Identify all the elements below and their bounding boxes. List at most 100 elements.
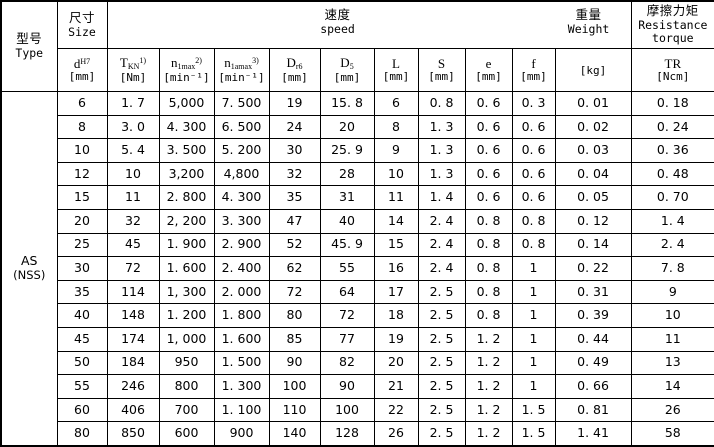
cell-r12-c3: 950: [158, 350, 215, 376]
cell-r14-c5: 110: [268, 397, 321, 423]
cell-r1-c5: 19: [268, 91, 321, 116]
cell-r10-c10: 1: [511, 303, 556, 328]
cell-r10-c11: 0. 39: [554, 303, 632, 328]
header-col-unit: [Ncm]: [656, 70, 690, 84]
cell-r13-c8: 2. 5: [417, 374, 466, 399]
cell-r8-c9: 0. 8: [464, 256, 513, 281]
cell-r10-c1: 40: [56, 303, 108, 328]
header-type: 型号 Type: [0, 0, 58, 92]
table-row: 45 174 1, 000 1. 600 85 77 19 2. 5 1. 2 1 0. 44 11: [1, 326, 714, 352]
cell-r13-c10: 1: [511, 374, 556, 399]
cell-r14-c8: 2. 5: [417, 397, 466, 423]
header-col-symbol: TKN1): [119, 55, 147, 72]
header-size-en: Size: [68, 24, 96, 39]
cell-r12-c10: 1: [511, 350, 556, 376]
table-row: 30 72 1. 600 2. 400 62 55 16 2. 4 0. 8 1 0. 22 7. 8: [1, 256, 714, 281]
cell-r8-c7: 16: [373, 256, 419, 281]
header-col-4: n1amax3) [min⁻¹]: [213, 48, 270, 92]
header-col-unit: [Nm]: [119, 70, 147, 84]
cell-r3-c11: 0. 03: [554, 138, 632, 163]
header-col-symbol: TR: [664, 55, 682, 71]
cell-r9-c3: 1, 300: [158, 279, 215, 305]
cell-r9-c7: 17: [373, 279, 419, 305]
cell-r5-c8: 1. 4: [417, 185, 466, 210]
cell-r7-c6: 45. 9: [319, 232, 375, 258]
cell-r8-c3: 1. 600: [158, 256, 215, 281]
header-torque-cn: 摩擦力矩: [646, 3, 699, 19]
cell-r14-c1: 60: [56, 397, 108, 423]
cell-r12-c7: 20: [373, 350, 419, 376]
cell-r9-c1: 35: [56, 279, 108, 305]
cell-r12-c1: 50: [56, 350, 108, 376]
cell-r3-c3: 3. 500: [158, 138, 215, 163]
header-col-unit: [mm]: [428, 70, 455, 84]
cell-r2-c9: 0. 6: [464, 114, 513, 140]
cell-r4-c12: 0. 48: [630, 161, 714, 187]
cell-r9-c5: 72: [268, 279, 321, 305]
cell-r3-c12: 0. 36: [630, 138, 714, 163]
cell-r6-c10: 0. 8: [511, 208, 556, 234]
cell-r10-c4: 1. 800: [213, 303, 270, 328]
header-column-row: dH7 [mm] TKN1) [Nm] n1max2) [min⁻¹] n1amax3) [m…: [1, 48, 714, 92]
cell-r9-c9: 0. 8: [464, 279, 513, 305]
cell-r4-c10: 0. 6: [511, 161, 556, 187]
cell-r11-c5: 85: [268, 326, 321, 352]
cell-r8-c10: 1: [511, 256, 556, 281]
cell-r4-c5: 32: [268, 161, 321, 187]
cell-r4-c4: 4,800: [213, 161, 270, 187]
header-col-symbol: n1max2): [171, 55, 202, 72]
cell-r11-c3: 1, 000: [158, 326, 215, 352]
cell-r7-c2: 45: [106, 232, 160, 258]
cell-r5-c1: 15: [56, 185, 108, 210]
cell-r1-c10: 0. 3: [511, 91, 556, 116]
cell-r14-c3: 700: [158, 397, 215, 423]
cell-r13-c9: 1. 2: [464, 374, 513, 399]
header-col-unit: [min⁻¹]: [218, 70, 265, 84]
cell-r15-c7: 26: [373, 421, 419, 447]
header-col-symbol: f: [531, 55, 536, 71]
cell-r11-c1: 45: [56, 326, 108, 352]
cell-r1-c11: 0. 01: [554, 91, 632, 116]
cell-r5-c4: 4. 300: [213, 185, 270, 210]
cell-r4-c8: 1. 3: [417, 161, 466, 187]
header-speed-en: speed: [320, 21, 355, 36]
cell-r1-c1: 6: [56, 91, 108, 116]
cell-r14-c9: 1. 2: [464, 397, 513, 423]
cell-r7-c12: 2. 4: [630, 232, 714, 258]
cell-r13-c11: 0. 66: [554, 374, 632, 399]
header-size-cn: 尺寸: [68, 9, 95, 25]
cell-r12-c12: 13: [630, 350, 714, 376]
cell-r13-c12: 14: [630, 374, 714, 399]
cell-r13-c6: 90: [319, 374, 375, 399]
cell-r9-c11: 0. 31: [554, 279, 632, 305]
cell-r15-c9: 1. 2: [464, 421, 513, 447]
cell-r15-c12: 58: [630, 421, 714, 447]
cell-r11-c10: 1: [511, 326, 556, 352]
cell-r4-c1: 12: [56, 161, 108, 187]
cell-r2-c11: 0. 02: [554, 114, 632, 140]
header-col-8: S [mm]: [417, 48, 466, 92]
cell-r8-c2: 72: [106, 256, 160, 281]
cell-r5-c6: 31: [319, 185, 375, 210]
cell-r11-c4: 1. 600: [213, 326, 270, 352]
cell-r6-c6: 40: [319, 208, 375, 234]
cell-r14-c10: 1. 5: [511, 397, 556, 423]
cell-r8-c5: 62: [268, 256, 321, 281]
header-col-symbol: Dr6: [286, 55, 303, 72]
header-col-unit: [mm]: [68, 70, 96, 84]
cell-r2-c6: 20: [319, 114, 375, 140]
header-speed-group: 速度 speed 重量 Weight: [106, 0, 632, 49]
cell-r4-c11: 0. 04: [554, 161, 632, 187]
cell-r3-c10: 0. 6: [511, 138, 556, 163]
cell-r6-c1: 20: [56, 208, 108, 234]
cell-r15-c11: 1. 41: [554, 421, 632, 447]
cell-r8-c6: 55: [319, 256, 375, 281]
header-col-symbol: dH7: [73, 55, 91, 71]
cell-r7-c3: 1. 900: [158, 232, 215, 258]
cell-r4-c3: 3,200: [158, 161, 215, 187]
table-row: 80 850 600 900 140 128 26 2. 5 1. 2 1. 5 1. 41 58: [1, 421, 714, 447]
cell-r2-c8: 1. 3: [417, 114, 466, 140]
header-col-7: L [mm]: [373, 48, 419, 92]
cell-r8-c11: 0. 22: [554, 256, 632, 281]
cell-r3-c6: 25. 9: [319, 138, 375, 163]
